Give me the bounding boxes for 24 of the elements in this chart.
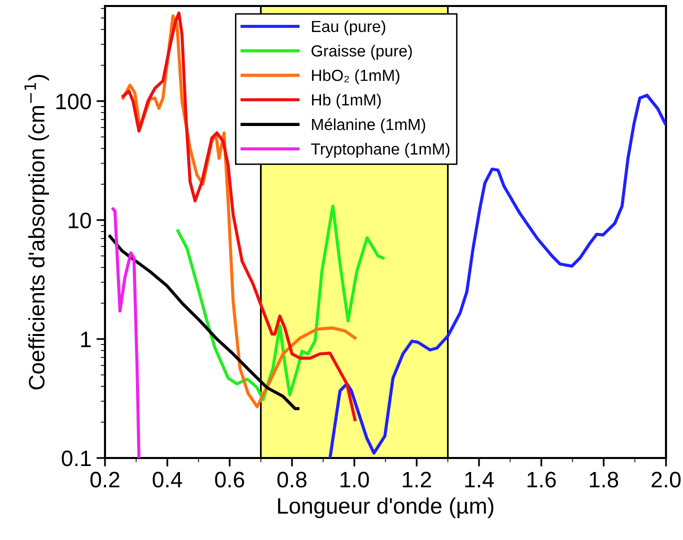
x-tick-label: 1.4	[465, 472, 494, 488]
x-tick-label: 2.0	[652, 472, 681, 488]
x-tick-label: 0.6	[215, 472, 244, 488]
line-series	[176, 204, 385, 402]
legend-label: Graisse (pure)	[312, 44, 412, 60]
line-series	[112, 207, 140, 458]
x-tick-label: 1.6	[528, 472, 556, 488]
x-axis-title: Longueur d'onde (µm)	[278, 497, 494, 518]
y-axis-title: Coefficients d'absorption (cm$^{−1}$)	[24, 74, 49, 390]
y-tick-label: 0.1	[62, 450, 91, 466]
y-tick-label: 1	[81, 332, 91, 348]
legend-label: Tryptophane (1mM)	[311, 142, 450, 158]
x-tick-label: 1.0	[340, 472, 369, 488]
x-tick-label: 0.4	[152, 472, 182, 488]
legend-label: Mélanine (1mM)	[312, 118, 426, 134]
legend-label: Eau (pure)	[312, 20, 386, 36]
x-tick-label: 0.2	[90, 472, 120, 488]
x-tick-label: 1.2	[402, 472, 431, 488]
y-tick-label: 10	[68, 212, 91, 228]
x-tick-label: 0.8	[277, 472, 306, 488]
legend-label: HbO₂ (1mM)	[312, 69, 400, 84]
x-tick-label: 1.8	[590, 472, 618, 488]
y-tick-label: 100	[56, 94, 91, 110]
legend-label: Hb (1mM)	[312, 94, 381, 109]
